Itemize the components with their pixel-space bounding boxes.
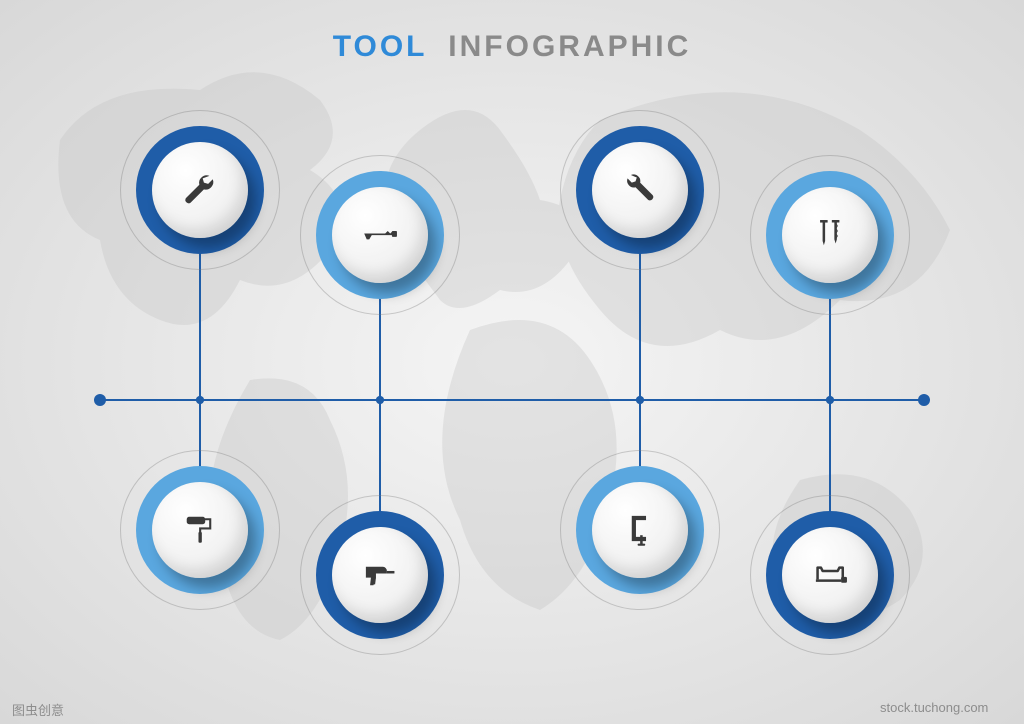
drill-icon [360, 555, 400, 595]
nails-icon [810, 215, 850, 255]
node-wrench2-top [560, 110, 720, 270]
saw-icon [360, 215, 400, 255]
disc [332, 527, 428, 623]
wrench-icon [180, 170, 220, 210]
node-wrench-top [120, 110, 280, 270]
node-roller-bot [120, 450, 280, 610]
disc [592, 142, 688, 238]
disc [782, 187, 878, 283]
node-hacksaw-bot [750, 495, 910, 655]
wrench2-icon [620, 170, 660, 210]
clamp-icon [620, 510, 660, 550]
disc [592, 482, 688, 578]
node-drill-bot [300, 495, 460, 655]
node-saw-top [300, 155, 460, 315]
infographic-stage: TOOL INFOGRAPHIC 图虫创意 stock.tuchong.com [0, 0, 1024, 724]
disc [782, 527, 878, 623]
hacksaw-icon [810, 555, 850, 595]
disc [332, 187, 428, 283]
node-clamp-bot [560, 450, 720, 610]
roller-icon [180, 510, 220, 550]
disc [152, 482, 248, 578]
node-nails-top [750, 155, 910, 315]
disc [152, 142, 248, 238]
